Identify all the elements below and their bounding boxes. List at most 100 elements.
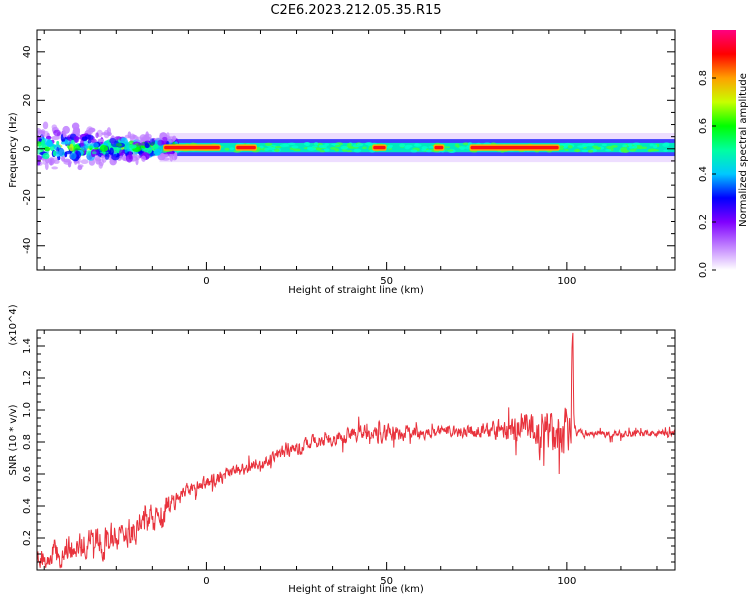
spectrogram-cell — [52, 150, 57, 157]
spectrogram-cell — [649, 148, 655, 152]
spectrogram-cell — [462, 142, 469, 146]
spectrogram-cell — [610, 145, 618, 148]
snr-xtick-label: 50 — [380, 576, 393, 587]
snr-xtick-label: 0 — [203, 576, 209, 587]
spectrogram-ytick-label: 0 — [22, 146, 33, 152]
spectrogram-cell — [601, 143, 607, 147]
spectrogram-cell — [128, 150, 133, 160]
spectrogram-cell — [564, 148, 569, 152]
snr-ticks: 0 50 100 0.2 0.4 0.6 0.8 1.0 1.2 1.4 — [22, 330, 675, 587]
snr-xlabel: Height of straight line (km) — [288, 584, 424, 595]
spectrogram-cell — [97, 138, 105, 142]
spectrogram-cell — [632, 142, 641, 146]
spectrogram-cell — [132, 135, 137, 139]
spectrogram-cell — [224, 147, 230, 151]
spectrogram-cell — [444, 146, 451, 149]
spectrogram-cell — [84, 144, 88, 149]
spectrogram-cell — [404, 144, 413, 148]
spectrogram-cell — [101, 132, 108, 136]
spectrogram-cell — [353, 148, 362, 153]
spectrogram-cell — [306, 146, 314, 150]
spectrogram-cell — [421, 146, 428, 149]
spectrogram-ylabel: Frequency (Hz) — [8, 112, 19, 188]
colorbar-tick-label: 0.0 — [698, 262, 709, 278]
spectrogram-peak-core — [470, 145, 559, 150]
spectrogram-cell — [44, 146, 51, 152]
spectrogram-cell — [581, 149, 589, 153]
spectrogram-cell — [365, 142, 373, 146]
spectrogram-ytick-label: -40 — [22, 238, 33, 254]
spectrogram-cell — [446, 149, 454, 152]
spectrogram-cell — [653, 144, 658, 149]
spectrogram-cell — [663, 149, 668, 152]
spectrogram-xtick-label: 100 — [557, 276, 576, 287]
spectrogram-cell — [44, 162, 49, 171]
spectrogram-cell — [285, 144, 290, 147]
spectrogram-cell — [637, 146, 644, 150]
spectrogram-cell — [141, 155, 146, 162]
spectrogram-cell — [80, 139, 85, 147]
spectrogram-cell — [61, 131, 67, 135]
spectrogram-cell — [118, 149, 125, 156]
spectrogram-cell — [264, 147, 270, 151]
spectrogram-cell — [42, 152, 50, 160]
spectrogram-cell — [318, 144, 324, 148]
spectrogram-cell — [63, 160, 73, 165]
spectrogram-cell — [98, 158, 105, 167]
spectrogram-xlabel: Height of straight line (km) — [288, 285, 424, 296]
spectrogram-ytick-label: 20 — [22, 94, 33, 107]
spectrogram-panel: 0 50 100 -40 -20 0 20 40 Height of straight lin… — [8, 29, 676, 296]
spectrogram-cell — [69, 143, 74, 152]
spectrogram-cell — [356, 143, 364, 147]
spectrogram-frame — [36, 29, 676, 271]
spectrogram-cell — [316, 147, 322, 151]
spectrogram-cell — [58, 148, 65, 157]
spectrogram-cell — [459, 146, 465, 150]
spectrogram-cell — [115, 143, 123, 147]
spectrogram-cell — [346, 150, 353, 153]
spectrogram-cell — [73, 127, 80, 133]
spectrogram-cell — [42, 121, 49, 130]
spectrogram-ytick-label: 40 — [22, 45, 33, 58]
spectrogram-cell — [323, 148, 330, 152]
spectrogram-cell — [37, 127, 42, 136]
colorbar-ticks: 0.0 0.2 0.4 0.6 0.8 — [698, 70, 716, 278]
spectrogram-cell — [399, 143, 406, 148]
spectrogram-cell — [95, 132, 99, 139]
spectrogram-cell — [581, 143, 589, 147]
colorbar-bar — [712, 30, 736, 270]
spectrogram-cell — [91, 151, 97, 155]
spectrogram-cell — [305, 142, 310, 147]
colorbar-tick-label: 0.2 — [698, 214, 709, 230]
snr-xtick-label: 100 — [557, 576, 576, 587]
spectrogram-cell — [591, 145, 599, 148]
spectrogram-peak-core — [434, 145, 444, 150]
spectrogram-cell — [334, 144, 341, 148]
spectrogram-cell — [319, 150, 325, 153]
spectrogram-cell — [340, 145, 349, 150]
snr-ytick-label: 1.2 — [22, 370, 33, 386]
spectrogram-cell — [51, 166, 59, 170]
spectrogram-cell — [649, 143, 654, 147]
spectrogram-cell — [229, 147, 234, 150]
spectrogram-cell — [622, 144, 627, 148]
colorbar-tick-label: 0.4 — [698, 166, 709, 182]
spectrogram-cell — [313, 142, 319, 146]
spectrogram-band-core — [159, 142, 675, 153]
spectrogram-cell — [128, 144, 137, 149]
spectrogram-cell — [61, 155, 66, 162]
spectrogram-ytick-label: -20 — [22, 189, 33, 205]
spectrogram-cell — [53, 129, 61, 137]
spectrogram-cell — [80, 159, 89, 165]
spectrogram-cell — [149, 138, 155, 146]
spectrogram-cell — [81, 136, 88, 142]
spectrogram-cell — [632, 145, 638, 149]
spectrogram-cell — [51, 157, 59, 161]
spectrogram-cell — [387, 146, 393, 149]
spectrogram-cell — [86, 126, 94, 135]
spectrogram-cell — [465, 146, 471, 150]
spectrogram-cell — [86, 145, 94, 149]
spectrogram-cell — [153, 148, 162, 156]
snr-ytick-label: 1.0 — [22, 402, 33, 418]
